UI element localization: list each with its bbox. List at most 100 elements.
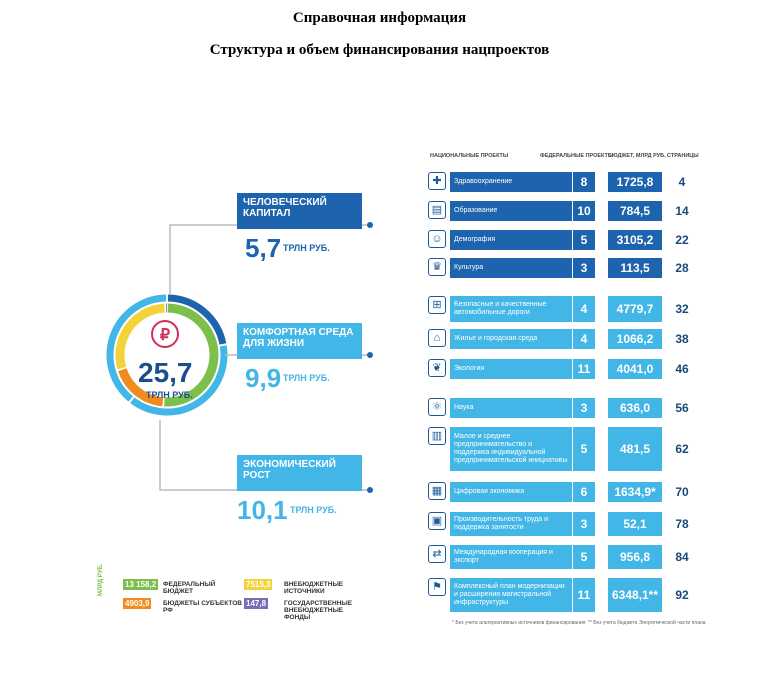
category-human-capital-label: ЧЕЛОВЕЧЕСКИЙ КАПИТАЛ bbox=[237, 193, 362, 229]
page-number: 62 bbox=[667, 427, 697, 471]
infrastructure-icon: ⚑ bbox=[428, 578, 446, 596]
federal-projects-count: 5 bbox=[573, 545, 595, 569]
category-human-capital-value: 5,7 bbox=[245, 235, 281, 261]
table-row: ⌂ Жилье и городская среда 4 1066,2 38 bbox=[428, 329, 703, 349]
budget-value: 636,0 bbox=[608, 398, 662, 418]
table-row: ✚ Здравоохранение 8 1725,8 4 bbox=[428, 172, 703, 192]
budget-value: 784,5 bbox=[608, 201, 662, 221]
federal-projects-count: 3 bbox=[573, 258, 595, 278]
connector-dot bbox=[367, 352, 373, 358]
book-icon: ▤ bbox=[428, 201, 446, 219]
table-row: ▥ Малое и среднее предпринимательство и п… bbox=[428, 427, 703, 471]
federal-projects-count: 5 bbox=[573, 427, 595, 471]
budget-value: 4779,7 bbox=[608, 296, 662, 322]
budget-value: 113,5 bbox=[608, 258, 662, 278]
theater-icon: ♛ bbox=[428, 258, 446, 276]
federal-projects-count: 3 bbox=[573, 512, 595, 536]
project-name: Безопасные и качественные автомобильные … bbox=[450, 296, 572, 322]
federal-projects-count: 11 bbox=[573, 359, 595, 379]
table-row: ▣ Производительность труда и поддержка за… bbox=[428, 512, 703, 536]
project-name: Экология bbox=[450, 359, 572, 379]
project-name: Культура bbox=[450, 258, 572, 278]
budget-value: 3105,2 bbox=[608, 230, 662, 250]
category-economic-label: ЭКОНОМИЧЕСКИЙ РОСТ bbox=[237, 455, 362, 491]
page-number: 70 bbox=[667, 482, 697, 502]
budget-value: 956,8 bbox=[608, 545, 662, 569]
budget-value: 4041,0 bbox=[608, 359, 662, 379]
category-comfort-value: 9,9 bbox=[245, 365, 281, 391]
legend-side-label: МЛРД РУБ. bbox=[98, 564, 104, 596]
federal-projects-count: 3 bbox=[573, 398, 595, 418]
project-name: Комплексный план модернизации и расширен… bbox=[450, 578, 572, 612]
page-number: 14 bbox=[667, 201, 697, 221]
page-number: 38 bbox=[667, 329, 697, 349]
project-name: Цифровая экономика bbox=[450, 482, 572, 502]
legend-label: БЮДЖЕТЫ СУБЪЕКТОВ РФ bbox=[163, 600, 243, 614]
project-name: Малое и среднее предпринимательство и по… bbox=[450, 427, 572, 471]
page-number: 28 bbox=[667, 258, 697, 278]
factory-icon: ▣ bbox=[428, 512, 446, 530]
road-icon: ⊞ bbox=[428, 296, 446, 314]
legend-label: ГОСУДАРСТВЕННЫЕ ВНЕБЮДЖЕТНЫЕ ФОНДЫ bbox=[284, 600, 364, 621]
federal-projects-count: 10 bbox=[573, 201, 595, 221]
legend-value: 147,8 bbox=[244, 598, 268, 609]
house-icon: ⌂ bbox=[428, 329, 446, 347]
project-name: Демография bbox=[450, 230, 572, 250]
federal-projects-count: 4 bbox=[573, 329, 595, 349]
page-number: 22 bbox=[667, 230, 697, 250]
page-number: 92 bbox=[667, 578, 697, 612]
budget-value: 1066,2 bbox=[608, 329, 662, 349]
business-icon: ▥ bbox=[428, 427, 446, 445]
project-name: Международная кооперация и экспорт bbox=[450, 545, 572, 569]
table-row: ▤ Образование 10 784,5 14 bbox=[428, 201, 703, 221]
category-economic-unit: ТРЛН РУБ. bbox=[290, 505, 337, 515]
connector-dot bbox=[367, 222, 373, 228]
federal-projects-count: 8 bbox=[573, 172, 595, 192]
page-number: 56 bbox=[667, 398, 697, 418]
table-row: ⚑ Комплексный план модернизации и расшире… bbox=[428, 578, 703, 612]
project-name: Наука bbox=[450, 398, 572, 418]
project-name: Образование bbox=[450, 201, 572, 221]
table-row: ♛ Культура 3 113,5 28 bbox=[428, 258, 703, 278]
category-comfort-label: КОМФОРТНАЯ СРЕДА ДЛЯ ЖИЗНИ bbox=[237, 323, 362, 359]
federal-projects-count: 5 bbox=[573, 230, 595, 250]
page-number: 4 bbox=[667, 172, 697, 192]
page-number: 32 bbox=[667, 296, 697, 322]
page-number: 46 bbox=[667, 359, 697, 379]
family-icon: ☺ bbox=[428, 230, 446, 248]
page-number: 78 bbox=[667, 512, 697, 536]
atom-icon: ⚛ bbox=[428, 398, 446, 416]
connector-dot bbox=[367, 487, 373, 493]
budget-value: 1725,8 bbox=[608, 172, 662, 192]
footnote-1: * Без учета альтернативных источников фи… bbox=[452, 620, 585, 626]
table-row: ☺ Демография 5 3105,2 22 bbox=[428, 230, 703, 250]
legend-label: ВНЕБЮДЖЕТНЫЕ ИСТОЧНИКИ bbox=[284, 581, 364, 595]
total-value: 25,7 bbox=[138, 357, 193, 389]
col-header-federal: ФЕДЕРАЛЬНЫЕ ПРОЕКТЫ bbox=[540, 153, 613, 159]
federal-projects-count: 4 bbox=[573, 296, 595, 322]
total-unit: ТРЛН РУБ. bbox=[146, 390, 193, 400]
budget-value: 1634,9* bbox=[608, 482, 662, 502]
export-icon: ⇄ bbox=[428, 545, 446, 563]
federal-projects-count: 11 bbox=[573, 578, 595, 612]
col-header-pages: СТРАНИЦЫ bbox=[667, 153, 699, 159]
leaf-icon: ❦ bbox=[428, 359, 446, 377]
budget-value: 481,5 bbox=[608, 427, 662, 471]
ruble-icon: ₽ bbox=[151, 320, 179, 348]
category-economic-value: 10,1 bbox=[237, 497, 288, 523]
table-row: ⇄ Международная кооперация и экспорт 5 956,… bbox=[428, 545, 703, 569]
page-number: 84 bbox=[667, 545, 697, 569]
table-row: ▦ Цифровая экономика 6 1634,9* 70 bbox=[428, 482, 703, 502]
project-name: Жилье и городская среда bbox=[450, 329, 572, 349]
legend-value: 13 158,2 bbox=[123, 579, 158, 590]
table-row: ❦ Экология 11 4041,0 46 bbox=[428, 359, 703, 379]
col-header-budget: БЮДЖЕТ, МЛРД РУБ. bbox=[608, 153, 666, 159]
legend-value: 7515,3 bbox=[244, 579, 272, 590]
medical-cross-icon: ✚ bbox=[428, 172, 446, 190]
category-human-capital-unit: ТРЛН РУБ. bbox=[283, 243, 330, 253]
federal-projects-count: 6 bbox=[573, 482, 595, 502]
project-name: Здравоохранение bbox=[450, 172, 572, 192]
chart-screen-icon: ▦ bbox=[428, 482, 446, 500]
legend-value: 4903,9 bbox=[123, 598, 151, 609]
budget-value: 6348,1** bbox=[608, 578, 662, 612]
